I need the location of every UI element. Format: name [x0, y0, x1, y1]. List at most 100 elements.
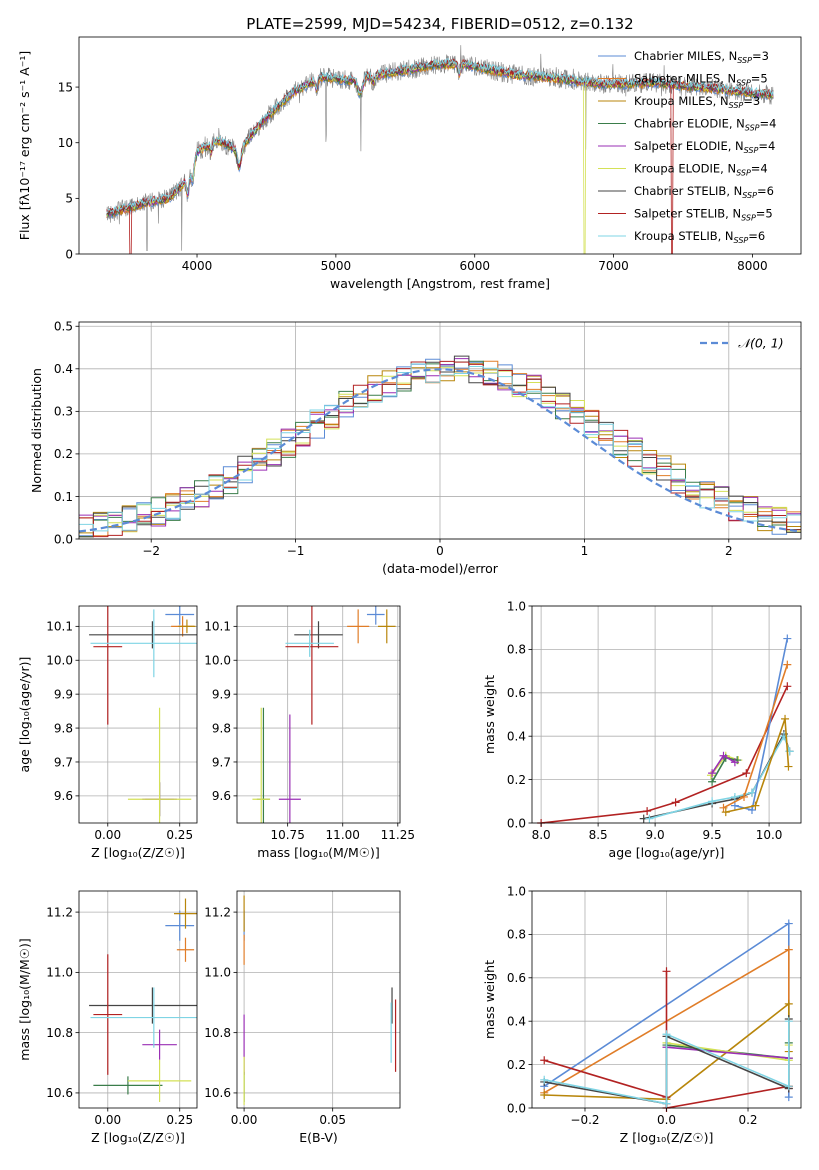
mass-weight-marker	[747, 788, 756, 797]
mass-weight-marker	[783, 634, 792, 643]
mass-weight-marker	[662, 967, 671, 976]
mass-weight-marker	[784, 1017, 793, 1026]
y-tick-label: 10.0	[204, 654, 231, 668]
histogram-step	[79, 363, 801, 532]
y-tick-label: 9.6	[54, 789, 73, 803]
y-tick-label: 5	[65, 192, 73, 206]
y-axis-label: mass [log₁₀(M/M☉)]	[17, 938, 32, 1060]
x-axis-label: Z [log₁₀(Z/Z☉)]	[91, 1130, 185, 1145]
y-tick-label: 9.7	[212, 755, 231, 769]
y-tick-label: 10.6	[204, 1086, 231, 1100]
y-axis-label: Flux [fλ10⁻¹⁷ erg cm⁻² s⁻¹ A⁻¹]	[17, 51, 32, 240]
y-tick-label: 9.9	[212, 687, 231, 701]
y-tick-label: 0.8	[507, 928, 526, 942]
axes-frame	[78, 321, 802, 540]
axes-frame	[78, 890, 198, 1109]
y-tick-label: 9.6	[212, 789, 231, 803]
axes-frame	[78, 36, 802, 255]
mass-weight-marker	[540, 1090, 549, 1099]
y-tick-label: 11.2	[204, 905, 231, 919]
y-tick-label: 9.9	[54, 687, 73, 701]
mass-weight-marker	[708, 769, 717, 778]
y-tick-label: 0.4	[507, 730, 526, 744]
x-tick-label: 6000	[459, 259, 490, 273]
legend-label: Chabrier MILES, NSSP=3	[634, 49, 769, 65]
mass-weight-marker	[781, 714, 790, 723]
grid-layer	[79, 322, 801, 1109]
y-tick-label: 0.2	[54, 447, 73, 461]
mass-weight-marker	[708, 777, 717, 786]
x-tick-label: 0.05	[319, 1113, 346, 1127]
mass-weight-marker	[645, 814, 654, 823]
x-tick-label: 1	[581, 544, 589, 558]
frame-layer	[75, 36, 802, 1112]
x-tick-label: 5000	[321, 259, 352, 273]
x-tick-label: 0.25	[166, 828, 193, 842]
y-tick-label: 11.0	[46, 966, 73, 980]
legend-label-name: Chabrier STELIB, N	[634, 184, 742, 198]
legend-label-nssp: =3	[743, 94, 760, 108]
mass-weight-marker	[784, 945, 793, 954]
legend-label-sub: SSP	[741, 214, 756, 223]
axes-frame	[531, 890, 802, 1109]
mass-weight-line	[725, 718, 790, 813]
axes-frame	[78, 605, 198, 824]
x-tick-label: 7000	[598, 259, 629, 273]
legend-label: Salpeter ELODIE, NSSP=4	[634, 139, 775, 155]
axes-frame	[236, 890, 401, 1109]
legend-label: Chabrier STELIB, NSSP=6	[634, 184, 774, 200]
mass-weight-marker	[540, 1075, 549, 1084]
legend-label-sub: SSP	[742, 191, 757, 200]
y-tick-label: 0.2	[507, 773, 526, 787]
y-axis-label: mass weight	[482, 960, 497, 1039]
mass-weight-marker	[751, 801, 760, 810]
mass-weight-marker	[643, 807, 652, 816]
x-axis-label: wavelength [Angstrom, rest frame]	[330, 276, 550, 291]
legend-label-name: Chabrier ELODIE, N	[634, 117, 745, 131]
figure-title: PLATE=2599, MJD=54234, FIBERID=0512, z=0…	[246, 15, 633, 33]
mass-weight-marker	[671, 798, 680, 807]
legend-label: 𝒩(0, 1)	[738, 336, 784, 351]
y-axis-label: mass weight	[482, 675, 497, 754]
y-tick-label: 0	[65, 247, 73, 261]
x-tick-label: 10.75	[270, 828, 304, 842]
y-tick-label: 10.1	[204, 620, 231, 634]
x-axis-label: Z [log₁₀(Z/Z☉)]	[620, 1130, 714, 1145]
legend-label-nssp: =4	[751, 162, 768, 176]
x-tick-label: 0	[436, 544, 444, 558]
mass-weight-line	[666, 1046, 789, 1059]
x-tick-label: 11.25	[381, 828, 415, 842]
y-tick-label: 0.0	[507, 816, 526, 830]
y-axis-label: Normed distribution	[29, 368, 44, 493]
mass-weight-marker	[747, 805, 756, 814]
y-tick-label: 10	[58, 136, 73, 150]
mass-weight-marker	[783, 682, 792, 691]
mass-weight-marker	[784, 1082, 793, 1091]
y-tick-label: 1.0	[507, 599, 526, 613]
mass-weight-marker	[784, 762, 793, 771]
x-tick-label: 8.5	[589, 828, 608, 842]
legend-label-sub: SSP	[736, 169, 751, 178]
legend-label-nssp: =5	[756, 207, 773, 221]
x-tick-label: −0.2	[570, 1113, 599, 1127]
x-tick-label: 0.00	[94, 828, 121, 842]
legend-label-nssp: =6	[757, 184, 774, 198]
legend-label-sub: SSP	[737, 56, 752, 65]
y-tick-label: 10.8	[46, 1026, 73, 1040]
mass-weight-marker	[719, 751, 728, 760]
mass-weight-marker	[730, 758, 739, 767]
x-tick-label: 10.0	[756, 828, 783, 842]
x-tick-label: 9.0	[646, 828, 665, 842]
y-tick-label: 11.0	[204, 966, 231, 980]
mass-weight-line	[734, 638, 789, 811]
x-tick-label: 0.0	[657, 1113, 676, 1127]
legend-label: Salpeter STELIB, NSSP=5	[634, 207, 773, 223]
y-tick-label: 15	[58, 80, 73, 94]
x-tick-label: 0.2	[738, 1113, 757, 1127]
mass-weight-marker	[784, 1093, 793, 1102]
legend-label: Kroupa ELODIE, NSSP=4	[634, 162, 768, 178]
legend-label-name: Salpeter STELIB, N	[634, 207, 741, 221]
legend-label-nssp: =4	[760, 117, 777, 131]
normal-reference-curve	[79, 368, 801, 533]
